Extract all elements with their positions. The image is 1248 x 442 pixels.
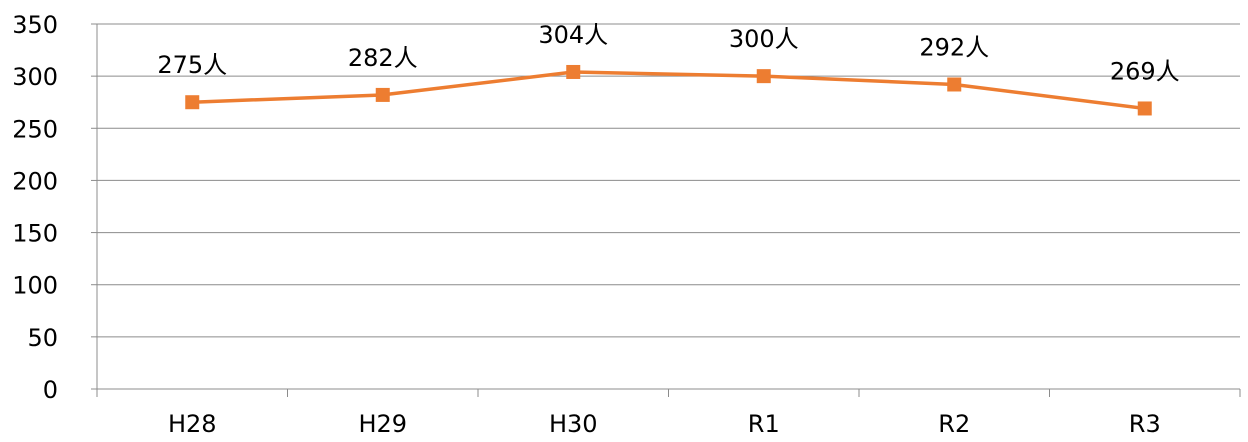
data-point (185, 95, 200, 110)
data-point (947, 77, 962, 92)
y-tick-label: 200 (12, 167, 58, 195)
x-tick-label: H30 (549, 410, 598, 438)
y-tick-label: 250 (12, 115, 58, 143)
y-tick-label: 150 (12, 220, 58, 248)
data-label: 304人 (538, 21, 608, 49)
data-point (1137, 101, 1152, 116)
y-tick-label: 50 (27, 324, 58, 352)
data-label: 269人 (1110, 57, 1180, 85)
x-tick-label: H29 (358, 410, 407, 438)
y-tick-label: 300 (12, 63, 58, 91)
series-layer (185, 64, 1152, 116)
data-label: 282人 (348, 44, 418, 72)
x-tick-label: R2 (938, 410, 970, 438)
data-label: 292人 (919, 33, 989, 61)
x-tick-label: H28 (168, 410, 217, 438)
y-tick-label: 0 (43, 376, 58, 404)
x-tick-label: R3 (1129, 410, 1161, 438)
data-point (375, 87, 390, 102)
y-tick-label: 100 (12, 272, 58, 300)
axes: 0 50 100 150 200 250 300 350 H28 H29 H30 R1 R2 R3 (12, 11, 1241, 438)
x-tick-label: R1 (748, 410, 780, 438)
labels-layer: 275人 282人 304人 300人 292人 269人 (157, 21, 1179, 86)
data-label: 275人 (157, 51, 227, 79)
data-point (566, 64, 581, 79)
series-line (192, 70, 1145, 111)
y-tick-label: 350 (12, 11, 58, 39)
data-point (756, 69, 771, 84)
gridlines (97, 23, 1240, 338)
data-label: 300人 (729, 25, 799, 53)
